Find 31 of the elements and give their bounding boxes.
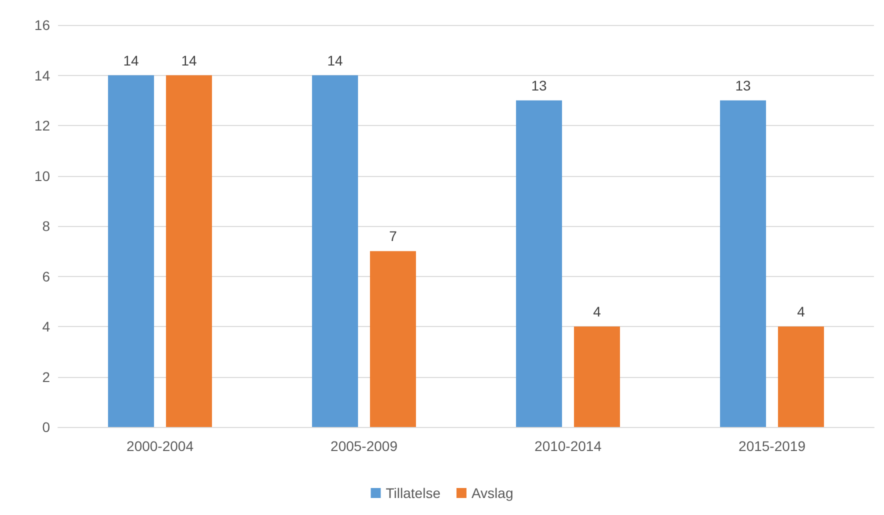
data-label: 4 <box>797 304 806 320</box>
y-tick-label: 6 <box>42 268 50 284</box>
y-tick-label: 16 <box>34 17 50 33</box>
data-label: 14 <box>123 52 140 68</box>
bar <box>370 251 416 427</box>
bar <box>720 100 766 427</box>
data-label: 4 <box>593 304 602 320</box>
legend-label: Tillatelse <box>386 485 441 501</box>
legend-label: Avslag <box>471 485 514 501</box>
bar <box>312 75 358 427</box>
y-tick-label: 2 <box>42 368 50 385</box>
x-tick-label: 2000-2004 <box>126 438 194 454</box>
bar <box>516 100 562 427</box>
y-tick-label: 14 <box>34 67 50 84</box>
x-tick-label: 2010-2014 <box>534 438 602 454</box>
y-tick-label: 10 <box>34 168 50 184</box>
data-label: 13 <box>531 77 548 94</box>
y-tick-label: 0 <box>42 419 50 435</box>
y-tick-label: 8 <box>42 218 50 234</box>
data-label: 7 <box>389 228 398 244</box>
y-tick-label: 12 <box>34 118 50 134</box>
bar <box>778 326 824 427</box>
data-label: 13 <box>735 77 752 94</box>
x-tick-label: 2005-2009 <box>330 438 398 454</box>
data-label: 14 <box>181 52 197 68</box>
data-label: 14 <box>327 52 344 68</box>
bar <box>108 75 154 427</box>
bar <box>166 75 212 427</box>
bar <box>574 326 620 427</box>
y-tick-label: 4 <box>42 318 50 334</box>
x-tick-label: 2015-2019 <box>738 438 806 454</box>
